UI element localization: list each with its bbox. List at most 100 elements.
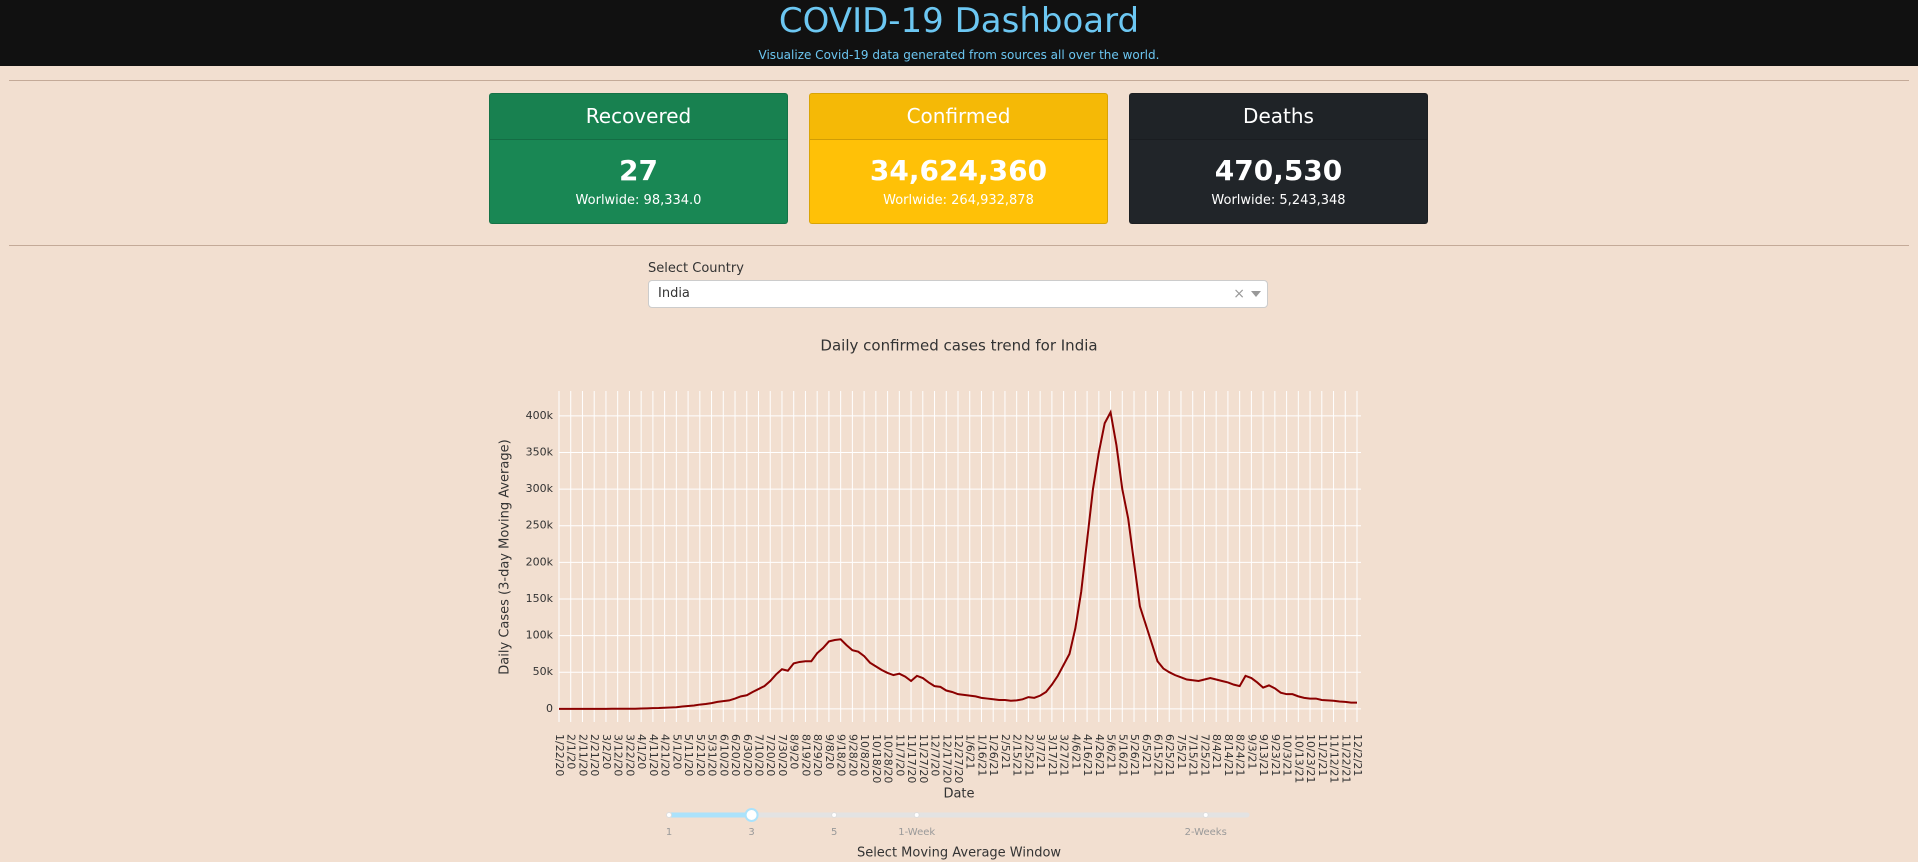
x-tick-label: 9/8/20: [823, 734, 836, 769]
x-tick-label: 4/21/20: [659, 734, 672, 776]
y-tick-label: 400k: [526, 409, 554, 422]
x-tick-label: 5/26/21: [1128, 734, 1141, 776]
x-tick-label: 9/3/21: [1245, 734, 1258, 769]
x-tick-label: 4/1/20: [635, 734, 648, 769]
card-value: 27: [619, 154, 658, 187]
divider: [9, 245, 1909, 246]
x-tick-label: 3/7/21: [1034, 734, 1047, 769]
x-tick-label: 5/31/20: [706, 734, 719, 776]
chart-title: Daily confirmed cases trend for India: [820, 337, 1097, 355]
x-tick-label: 2/11/20: [576, 734, 589, 776]
x-tick-label: 9/13/21: [1257, 734, 1270, 776]
x-tick-label: 9/18/20: [835, 734, 848, 776]
y-axis-title: Daily Cases (3-day Moving Average): [498, 439, 513, 674]
x-tick-label: 6/15/21: [1152, 734, 1165, 776]
x-tick-label: 8/14/21: [1222, 734, 1235, 776]
x-tick-label: 7/5/21: [1175, 734, 1188, 769]
x-tick-label: 3/12/20: [612, 734, 625, 776]
x-tick-label: 8/4/21: [1210, 734, 1223, 769]
card-title: Recovered: [490, 94, 787, 140]
divider: [9, 80, 1909, 81]
slider-dot: [831, 812, 838, 818]
deaths-card: Deaths 470,530 Worlwide: 5,243,348: [1129, 93, 1428, 224]
x-tick-label: 12/17/20: [940, 734, 953, 783]
slider-label: Select Moving Average Window: [857, 846, 1061, 861]
x-tick-label: 5/11/20: [682, 734, 695, 776]
slider-mark-label: 5: [831, 827, 837, 838]
recovered-card: Recovered 27 Worlwide: 98,334.0: [489, 93, 788, 224]
x-tick-label: 10/23/21: [1304, 734, 1317, 783]
x-tick-label: 4/11/20: [647, 734, 660, 776]
country-dropdown[interactable]: India ×: [648, 280, 1268, 308]
x-tick-label: 4/16/21: [1081, 734, 1094, 776]
card-worldwide: Worlwide: 98,334.0: [575, 193, 702, 208]
x-tick-label: 8/9/20: [788, 734, 801, 769]
x-tick-label: 2/5/21: [999, 734, 1012, 769]
x-tick-label: 4/26/21: [1093, 734, 1106, 776]
card-title: Confirmed: [810, 94, 1107, 140]
x-tick-label: 6/5/21: [1140, 734, 1153, 769]
selected-country: India: [658, 286, 690, 301]
x-tick-label: 2/21/20: [588, 734, 601, 776]
x-tick-label: 8/24/21: [1234, 734, 1247, 776]
y-tick-label: 350k: [526, 446, 554, 459]
card-worldwide: Worlwide: 264,932,878: [883, 193, 1034, 208]
y-tick-label: 150k: [526, 592, 554, 605]
y-tick-label: 250k: [526, 519, 554, 532]
slider-dot: [666, 812, 672, 818]
card-worldwide: Worlwide: 5,243,348: [1211, 193, 1346, 208]
data-line: [559, 409, 1357, 710]
y-tick-label: 200k: [526, 555, 554, 568]
y-tick-label: 300k: [526, 482, 554, 495]
x-tick-label: 10/3/21: [1281, 734, 1294, 776]
x-tick-label: 1/16/21: [975, 734, 988, 776]
x-tick-label: 2/15/21: [1011, 734, 1024, 776]
x-tick-label: 10/13/21: [1292, 734, 1305, 783]
x-tick-label: 11/12/21: [1328, 734, 1341, 783]
x-tick-label: 6/30/20: [741, 734, 754, 776]
x-tick-label: 7/20/20: [764, 734, 777, 776]
x-tick-label: 10/18/20: [870, 734, 883, 783]
x-tick-label: 1/6/21: [964, 734, 977, 769]
y-tick-label: 0: [546, 702, 553, 715]
x-tick-label: 10/28/20: [882, 734, 895, 783]
x-tick-label: 7/30/20: [776, 734, 789, 776]
x-tick-label: 10/8/20: [858, 734, 871, 776]
x-tick-label: 3/27/21: [1058, 734, 1071, 776]
x-tick-label: 6/25/21: [1163, 734, 1176, 776]
card-value: 470,530: [1214, 154, 1343, 187]
header: COVID-19 Dashboard Visualize Covid-19 da…: [0, 0, 1918, 66]
x-tick-label: 3/17/21: [1046, 734, 1059, 776]
x-tick-label: 8/19/20: [799, 734, 812, 776]
slider-mark-label: 2-Weeks: [1185, 827, 1227, 838]
x-tick-label: 12/27/20: [952, 734, 965, 783]
y-tick-label: 50k: [533, 665, 554, 678]
x-tick-label: 5/21/20: [694, 734, 707, 776]
x-tick-label: 3/22/20: [623, 734, 636, 776]
x-tick-label: 11/27/20: [917, 734, 930, 783]
x-tick-label: 12/2/21: [1351, 734, 1364, 776]
x-tick-label: 11/2/21: [1316, 734, 1329, 776]
x-tick-label: 7/15/21: [1187, 734, 1200, 776]
x-tick-label: 8/29/20: [811, 734, 824, 776]
confirmed-card: Confirmed 34,624,360 Worlwide: 264,932,8…: [809, 93, 1108, 224]
x-axis-title: Date: [943, 787, 974, 802]
x-tick-label: 11/22/21: [1339, 734, 1352, 783]
x-tick-label: 5/16/21: [1116, 734, 1129, 776]
page-subtitle: Visualize Covid-19 data generated from s…: [758, 48, 1160, 62]
x-tick-label: 12/7/20: [929, 734, 942, 776]
slider-handle[interactable]: [744, 808, 759, 822]
clear-button[interactable]: ×: [1233, 286, 1245, 302]
x-tick-label: 1/22/20: [553, 734, 566, 776]
dropdown-arrow[interactable]: [1251, 291, 1261, 297]
x-tick-label: 7/25/21: [1198, 734, 1211, 776]
x-tick-label: 6/10/20: [717, 734, 730, 776]
x-tick-label: 1/26/21: [987, 734, 1000, 776]
page-title: COVID-19 Dashboard: [778, 1, 1140, 41]
slider-dot: [1202, 812, 1209, 818]
slider-mark-label: 1: [666, 827, 672, 838]
x-tick-label: 6/20/20: [729, 734, 742, 776]
x-tick-label: 5/1/20: [670, 734, 683, 769]
x-tick-label: 11/17/20: [905, 734, 918, 783]
